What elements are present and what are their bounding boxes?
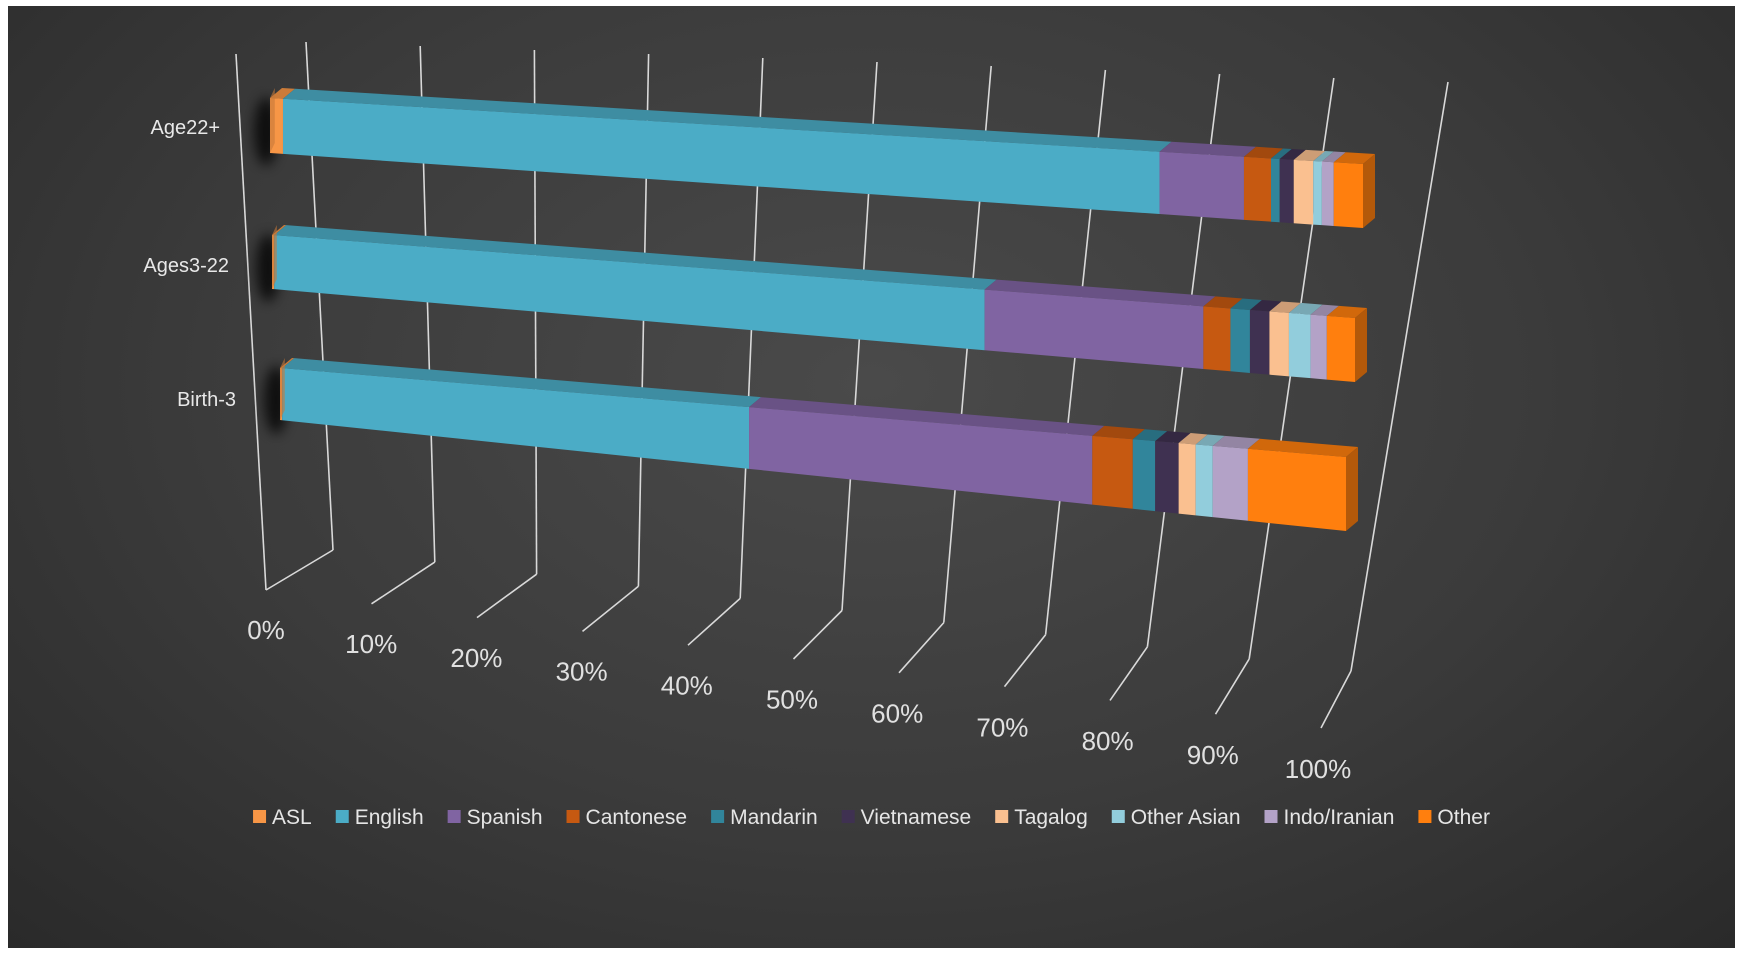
bar-end-cap <box>1355 308 1367 382</box>
gridline-floor <box>794 611 843 660</box>
bar-segment <box>1196 444 1213 517</box>
bar-segment <box>1230 308 1249 373</box>
gridline-floor <box>1216 659 1250 714</box>
bar-segment <box>1327 316 1355 382</box>
gridline-floor <box>1110 647 1147 701</box>
x-tick-label: 10% <box>345 629 397 659</box>
bar-segment <box>1203 306 1230 371</box>
legend-label: Other Asian <box>1131 806 1241 829</box>
legend-swatch <box>567 810 580 823</box>
gridline-floor <box>477 574 537 617</box>
legend: ASL English Spanish Cantonese Mandarin Vietna… <box>253 806 1490 829</box>
bar-segment <box>1155 441 1178 514</box>
legend-swatch <box>711 810 724 823</box>
bar-end-cap <box>1346 447 1358 531</box>
chart-svg: 0% 10% 20% 30% 40% 50% 60% 70% 80% 90% 100% Age22+… <box>8 6 1735 948</box>
x-tick-label: 20% <box>450 643 502 673</box>
bar-segment <box>1248 449 1346 531</box>
x-tick-label: 50% <box>766 685 818 715</box>
category-label: Birth-3 <box>177 389 236 411</box>
legend-swatch <box>253 810 266 823</box>
gridline-floor <box>583 586 639 631</box>
bar-segment <box>1313 161 1322 225</box>
category-label: Ages3-22 <box>143 255 229 277</box>
bar-segment <box>1280 159 1294 223</box>
bar-start-cap <box>280 358 285 420</box>
legend-label: Other <box>1437 806 1490 829</box>
legend-swatch <box>995 810 1008 823</box>
legend-label: ASL <box>272 806 312 829</box>
bar-start-cap <box>270 88 275 153</box>
gridline-floor <box>1005 635 1046 687</box>
legend-swatch <box>1112 810 1125 823</box>
gridline-floor <box>899 623 944 673</box>
x-tick-label: 70% <box>976 712 1028 742</box>
bar-segment <box>1213 446 1248 521</box>
x-tick-label: 80% <box>1082 726 1134 756</box>
bar-segment <box>1244 157 1271 222</box>
bar-segment <box>1250 310 1269 375</box>
legend-label: English <box>355 806 424 829</box>
legend-label: Cantonese <box>586 806 688 829</box>
bar-segment <box>1294 160 1313 225</box>
gridline-floor <box>266 550 333 590</box>
legend-label: Spanish <box>467 806 543 829</box>
legend-label: Vietnamese <box>861 806 972 829</box>
chart-area: 0% 10% 20% 30% 40% 50% 60% 70% 80% 90% 100% Age22+… <box>8 6 1735 948</box>
legend-swatch <box>448 810 461 823</box>
stacked-bars <box>254 88 1375 531</box>
bar-segment <box>1322 162 1334 226</box>
bar-segment <box>1271 158 1280 222</box>
legend-label: Mandarin <box>730 806 818 829</box>
bar-segment <box>1133 439 1155 511</box>
gridline-floor <box>372 562 435 604</box>
x-tick-label: 90% <box>1187 740 1239 770</box>
legend-label: Indo/Iranian <box>1284 806 1395 829</box>
x-axis-tick-labels: 0% 10% 20% 30% 40% 50% 60% 70% 80% 90% 100% <box>247 615 1351 784</box>
x-tick-label: 40% <box>661 671 713 701</box>
legend-swatch <box>842 810 855 823</box>
x-tick-label: 30% <box>556 657 608 687</box>
bar-segment <box>1334 162 1363 228</box>
x-tick-label: 100% <box>1285 754 1352 784</box>
bar-start-cap <box>272 225 277 289</box>
legend-swatch <box>1418 810 1431 823</box>
bar-segment <box>1160 152 1244 220</box>
bar-segment <box>1179 443 1196 515</box>
legend-label: Tagalog <box>1014 806 1088 829</box>
x-tick-label: 0% <box>247 615 285 645</box>
x-tick-label: 60% <box>871 698 923 728</box>
category-label: Age22+ <box>150 117 220 139</box>
gridline-floor <box>688 598 740 645</box>
y-axis-category-labels: Age22+ Ages3-22 Birth-3 <box>143 117 236 411</box>
legend-swatch <box>1265 810 1278 823</box>
bar-end-cap <box>1363 154 1375 228</box>
legend-swatch <box>336 810 349 823</box>
bar-segment <box>1269 311 1288 376</box>
bar-segment <box>1289 313 1311 378</box>
bar-segment <box>1092 436 1133 509</box>
bar-segment <box>1311 315 1327 380</box>
gridline-floor <box>1321 671 1351 728</box>
